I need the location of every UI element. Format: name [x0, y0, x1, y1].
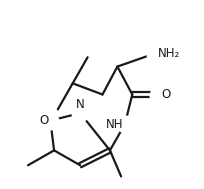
- Text: O: O: [160, 88, 170, 101]
- Text: NH₂: NH₂: [157, 47, 179, 60]
- Text: O: O: [39, 114, 48, 127]
- Text: NH: NH: [105, 118, 122, 131]
- Text: N: N: [75, 98, 84, 111]
